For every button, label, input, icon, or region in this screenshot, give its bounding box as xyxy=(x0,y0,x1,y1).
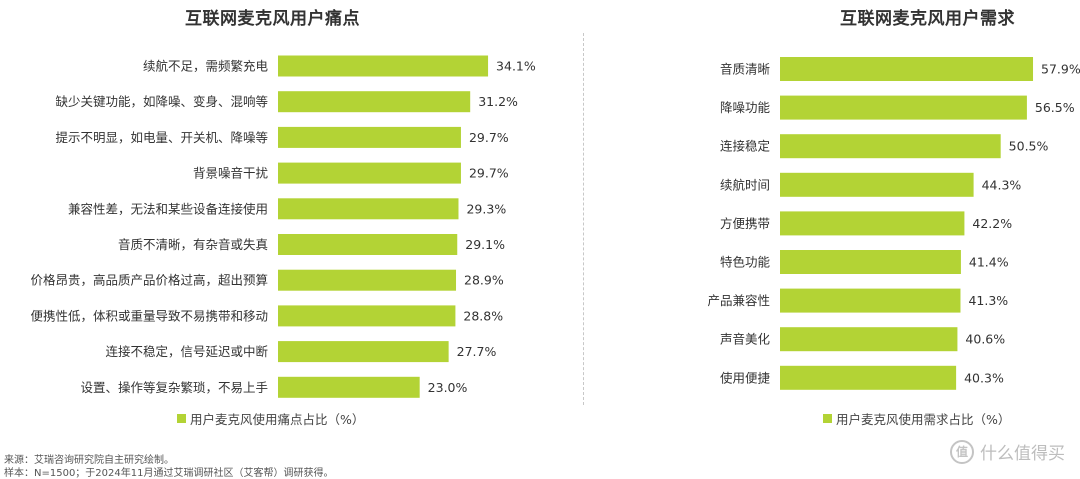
bar-value-label: 50.5% xyxy=(1009,139,1049,154)
category-label: 降噪功能 xyxy=(720,100,771,115)
category-label: 产品兼容性 xyxy=(707,293,770,308)
category-label: 声音美化 xyxy=(720,332,771,347)
bar-value-label: 29.7% xyxy=(469,130,509,145)
watermark: 值 什么值得买 xyxy=(950,439,1065,464)
category-label: 方便携带 xyxy=(720,216,770,231)
legend: 用户麦克风使用需求占比（%） xyxy=(823,409,1010,428)
category-label: 音质不清晰，有杂音或失真 xyxy=(118,237,268,252)
footnote-sample: 样本：N=1500；于2024年11月通过艾瑞调研社区（艾客帮）调研获得。 xyxy=(4,468,334,479)
bar-value-label: 31.2% xyxy=(478,94,518,109)
bar-value-label: 41.3% xyxy=(968,293,1008,308)
bar-value-label: 29.3% xyxy=(466,201,506,216)
bar xyxy=(278,305,456,327)
bar-value-label: 44.3% xyxy=(982,177,1022,192)
bar xyxy=(780,95,1027,120)
bar-value-label: 27.7% xyxy=(457,344,497,359)
category-label: 音质清晰 xyxy=(720,62,770,77)
chart-title: 互联网麦克风用户痛点 xyxy=(185,9,360,29)
bar-value-label: 29.1% xyxy=(465,237,505,252)
chart-needs: 互联网麦克风用户需求 音质清晰 57.9% 降噪功能 56.5% 连接稳定 50.5% 续航… xyxy=(590,0,1080,427)
bar-value-label: 40.3% xyxy=(964,370,1004,385)
watermark-logo: 值 xyxy=(950,439,974,464)
legend-label: 用户麦克风使用痛点占比（%） xyxy=(190,412,365,427)
legend-swatch xyxy=(823,414,832,423)
category-label: 续航时间 xyxy=(720,177,770,192)
bar xyxy=(780,134,1001,159)
bar xyxy=(278,91,471,113)
chart-divider xyxy=(583,33,584,405)
legend-label: 用户麦克风使用需求占比（%） xyxy=(836,412,1011,427)
bar xyxy=(780,57,1034,81)
bar xyxy=(780,327,958,352)
bar xyxy=(780,250,961,274)
bar-value-label: 28.8% xyxy=(463,308,503,323)
chart-pain-points: 互联网麦克风用户痛点 续航不足，需频繁充电 34.1% 缺少关键功能，如降噪、变身、… xyxy=(0,0,560,427)
category-label: 续航不足，需频繁充电 xyxy=(143,59,269,74)
bar-value-label: 28.9% xyxy=(464,273,504,288)
bar xyxy=(278,341,449,363)
bar xyxy=(278,234,458,255)
bar xyxy=(278,55,489,77)
bar xyxy=(780,211,965,236)
bar-value-label: 41.4% xyxy=(969,255,1009,270)
category-label: 价格昂贵，高品质产品价格过高，超出预算 xyxy=(30,273,268,288)
watermark-text: 什么值得买 xyxy=(980,444,1065,464)
bar xyxy=(780,172,974,197)
bar-value-label: 23.0% xyxy=(428,380,468,395)
category-label: 便携性低，体积或重量导致不易携带和移动 xyxy=(30,308,268,323)
chart-title: 互联网麦克风用户需求 xyxy=(840,9,1015,29)
category-label: 缺少关键功能，如降噪、变身、混响等 xyxy=(55,94,268,109)
bar-value-label: 42.2% xyxy=(972,216,1012,231)
category-label: 背景噪音干扰 xyxy=(193,166,269,181)
category-label: 设置、操作等复杂繁琐，不易上手 xyxy=(80,380,268,395)
bar xyxy=(278,269,457,291)
category-label: 提示不明显，如电量、开关机、降噪等 xyxy=(55,130,268,145)
bar xyxy=(780,288,961,313)
bar xyxy=(278,126,461,148)
category-label: 连接不稳定，信号延迟或中断 xyxy=(105,344,268,359)
bar-value-label: 56.5% xyxy=(1035,100,1075,115)
bar-value-label: 34.1% xyxy=(496,59,536,74)
legend: 用户麦克风使用痛点占比（%） xyxy=(177,409,364,428)
footnote-source: 来源：艾瑞咨询研究院自主研究绘制。 xyxy=(4,455,174,466)
category-label: 兼容性差，无法和某些设备连接使用 xyxy=(68,201,268,216)
bar-value-label: 57.9% xyxy=(1041,62,1080,77)
bar xyxy=(278,198,459,220)
legend-swatch xyxy=(177,414,186,423)
category-label: 连接稳定 xyxy=(720,139,770,154)
bar xyxy=(780,365,957,390)
bar-value-label: 40.6% xyxy=(965,332,1005,347)
category-label: 使用便捷 xyxy=(720,370,771,385)
bar xyxy=(278,162,461,184)
category-label: 特色功能 xyxy=(720,255,771,270)
needs-plot: 音质清晰 57.9% 降噪功能 56.5% 连接稳定 50.5% 续航时间 44.3% 方便携带… xyxy=(707,57,1080,390)
bar xyxy=(278,376,420,398)
bar-value-label: 29.7% xyxy=(469,166,509,181)
pain-points-plot: 续航不足，需频繁充电 34.1% 缺少关键功能，如降噪、变身、混响等 31.2% 提示不… xyxy=(30,55,536,398)
